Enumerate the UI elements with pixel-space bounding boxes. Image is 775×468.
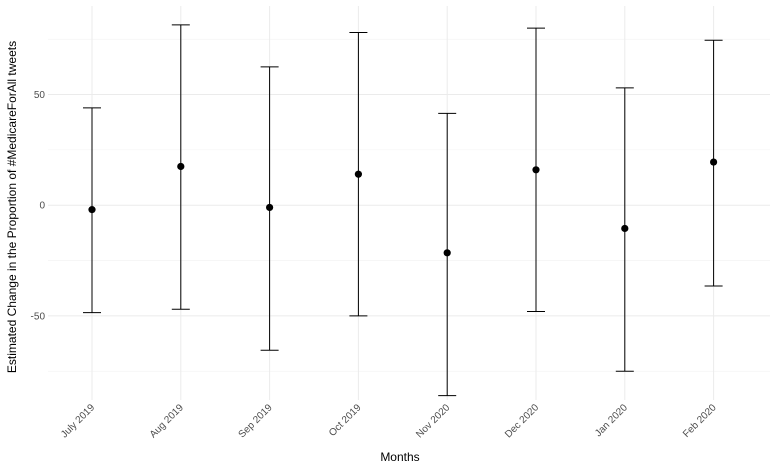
data-point bbox=[621, 224, 629, 233]
data-point bbox=[266, 203, 274, 212]
x-tick-label: July 2019 bbox=[59, 402, 97, 440]
x-tick-label: Sep 2019 bbox=[237, 402, 275, 440]
data-point bbox=[354, 170, 362, 178]
x-tick-labels: July 2019 Aug 2019 Sep 2019 Oct 2019 Nov 202… bbox=[59, 402, 719, 440]
x-tick-label: Nov 2020 bbox=[414, 402, 452, 440]
x-tick-label: Dec 2020 bbox=[503, 402, 541, 440]
error-bars bbox=[83, 24, 723, 397]
grid-minor bbox=[48, 38, 770, 372]
x-tick-label: Oct 2019 bbox=[327, 402, 364, 439]
data-point bbox=[177, 162, 185, 171]
y-tick-labels: -50 0 50 bbox=[31, 90, 46, 322]
x-tick-label: Aug 2019 bbox=[148, 402, 186, 440]
data-points bbox=[88, 158, 718, 257]
y-tick-label: 50 bbox=[34, 90, 46, 101]
data-point bbox=[710, 158, 718, 166]
y-tick-label: 0 bbox=[39, 201, 45, 212]
grid-major bbox=[48, 6, 770, 400]
data-point bbox=[443, 249, 451, 257]
y-axis-title: Estimated Change in the Proportion of #M… bbox=[5, 41, 19, 373]
data-point bbox=[88, 206, 96, 214]
x-axis-title: Months bbox=[380, 450, 419, 464]
data-point bbox=[532, 166, 540, 174]
x-tick-label: Feb 2020 bbox=[681, 402, 719, 440]
y-tick-label: -50 bbox=[31, 311, 46, 322]
x-tick-label: Jan 2020 bbox=[593, 402, 630, 439]
